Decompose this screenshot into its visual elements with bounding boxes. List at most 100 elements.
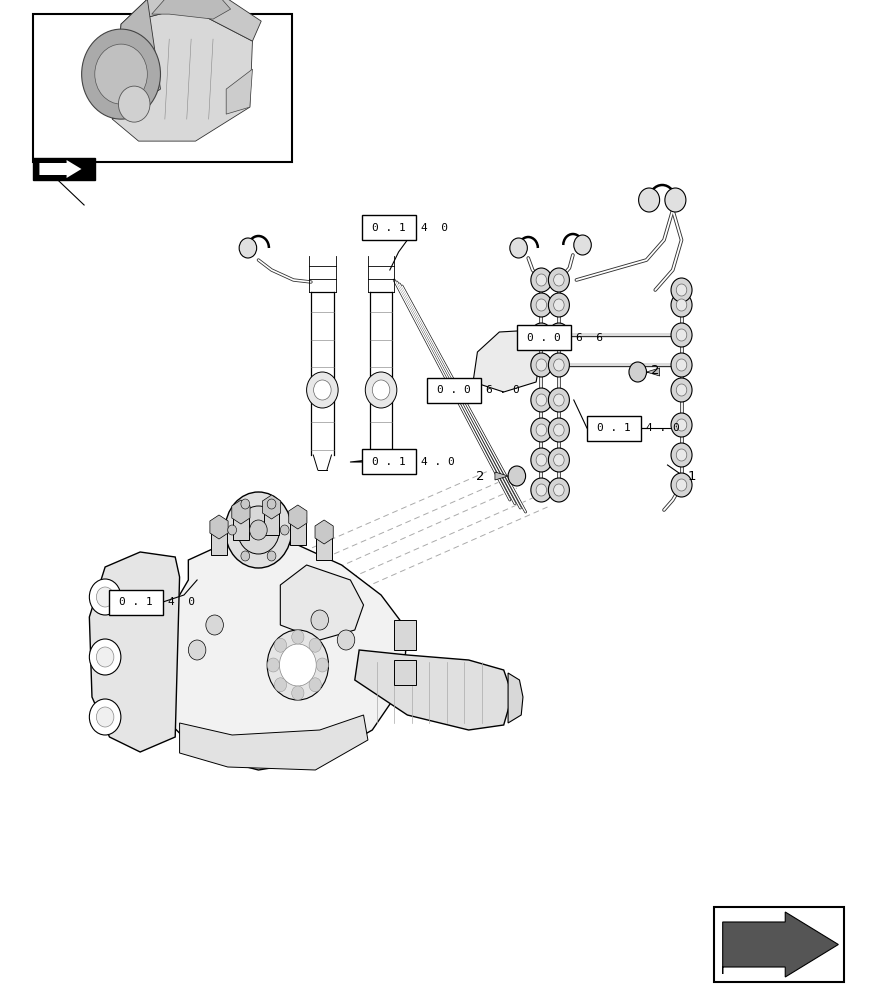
Circle shape — [267, 630, 328, 700]
Circle shape — [536, 274, 547, 286]
Circle shape — [89, 699, 121, 735]
Circle shape — [250, 520, 267, 540]
Text: 6 . 0: 6 . 0 — [486, 385, 520, 395]
Text: 4  0: 4 0 — [168, 597, 195, 607]
Bar — [33, 14, 292, 162]
Bar — [33, 158, 95, 180]
FancyBboxPatch shape — [362, 215, 416, 240]
Text: 0 . 1: 0 . 1 — [372, 457, 406, 467]
Polygon shape — [210, 515, 228, 539]
Polygon shape — [226, 69, 252, 114]
Text: 4  0: 4 0 — [421, 223, 449, 233]
Polygon shape — [89, 552, 180, 752]
Circle shape — [89, 579, 121, 615]
Circle shape — [676, 449, 687, 461]
Circle shape — [548, 268, 569, 292]
Polygon shape — [473, 330, 541, 392]
Text: 6  6: 6 6 — [576, 333, 604, 343]
Circle shape — [372, 380, 390, 400]
Circle shape — [671, 278, 692, 302]
Circle shape — [337, 630, 355, 650]
Circle shape — [548, 323, 569, 347]
Circle shape — [676, 299, 687, 311]
Bar — [394, 660, 416, 685]
Circle shape — [81, 29, 160, 119]
FancyBboxPatch shape — [587, 416, 641, 440]
Text: 0 . 1: 0 . 1 — [597, 423, 631, 433]
Polygon shape — [112, 7, 252, 141]
Circle shape — [548, 418, 569, 442]
Circle shape — [508, 466, 526, 486]
Circle shape — [237, 506, 279, 554]
Text: 1: 1 — [688, 470, 696, 483]
Circle shape — [671, 378, 692, 402]
Text: 0 . 1: 0 . 1 — [119, 597, 152, 607]
Circle shape — [676, 284, 687, 296]
Circle shape — [665, 188, 686, 212]
Circle shape — [629, 362, 646, 382]
Polygon shape — [355, 650, 512, 730]
Circle shape — [279, 644, 316, 686]
Circle shape — [206, 615, 223, 635]
Circle shape — [548, 293, 569, 317]
Circle shape — [267, 658, 279, 672]
Circle shape — [536, 394, 547, 406]
Circle shape — [225, 492, 292, 568]
Bar — [211, 527, 227, 555]
Circle shape — [536, 484, 547, 496]
Circle shape — [280, 525, 289, 535]
Circle shape — [274, 638, 286, 652]
Bar — [264, 507, 279, 535]
Circle shape — [676, 359, 687, 371]
Circle shape — [676, 329, 687, 341]
Circle shape — [267, 551, 276, 561]
Circle shape — [536, 454, 547, 466]
Circle shape — [309, 678, 321, 692]
Circle shape — [531, 448, 552, 472]
Bar — [316, 532, 332, 560]
Text: 0 . 0: 0 . 0 — [437, 385, 470, 395]
FancyBboxPatch shape — [109, 589, 163, 614]
Circle shape — [676, 479, 687, 491]
Circle shape — [239, 238, 257, 258]
Circle shape — [639, 188, 660, 212]
Circle shape — [574, 235, 591, 255]
Circle shape — [536, 424, 547, 436]
Polygon shape — [508, 673, 523, 723]
Circle shape — [548, 478, 569, 502]
Circle shape — [89, 639, 121, 675]
Circle shape — [314, 380, 331, 400]
Polygon shape — [112, 0, 160, 119]
Circle shape — [536, 299, 547, 311]
Circle shape — [531, 293, 552, 317]
Bar — [233, 512, 249, 540]
FancyBboxPatch shape — [427, 377, 481, 402]
Text: 4 . 0: 4 . 0 — [646, 423, 681, 433]
Text: 2: 2 — [476, 470, 484, 483]
Circle shape — [307, 372, 338, 408]
Circle shape — [96, 587, 114, 607]
Circle shape — [671, 353, 692, 377]
Polygon shape — [232, 500, 250, 524]
Polygon shape — [152, 0, 230, 19]
Polygon shape — [289, 505, 307, 529]
Circle shape — [96, 707, 114, 727]
FancyBboxPatch shape — [362, 449, 416, 474]
Bar — [394, 620, 416, 650]
Text: 4 . 0: 4 . 0 — [421, 457, 456, 467]
Polygon shape — [39, 160, 81, 178]
Circle shape — [554, 424, 564, 436]
Circle shape — [676, 419, 687, 431]
Circle shape — [241, 499, 250, 509]
Circle shape — [554, 329, 564, 341]
Circle shape — [536, 329, 547, 341]
Circle shape — [548, 448, 569, 472]
Circle shape — [676, 384, 687, 396]
Circle shape — [554, 359, 564, 371]
Circle shape — [228, 525, 237, 535]
Polygon shape — [180, 715, 368, 770]
Polygon shape — [158, 540, 407, 770]
Circle shape — [531, 478, 552, 502]
Polygon shape — [723, 912, 838, 977]
Circle shape — [95, 44, 147, 104]
